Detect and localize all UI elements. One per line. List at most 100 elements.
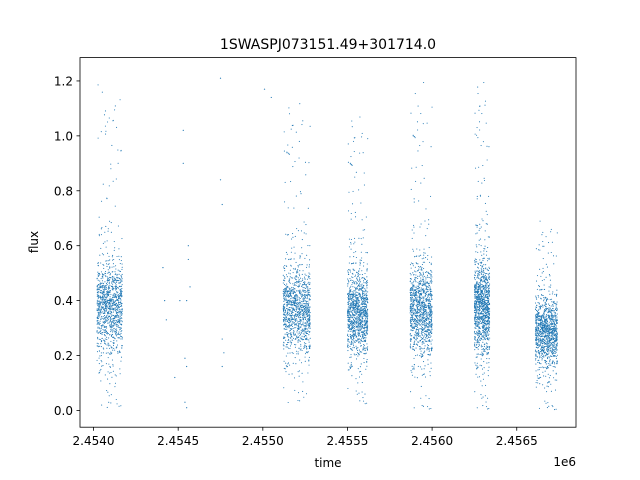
data-point [116,306,118,308]
data-point [410,391,412,393]
data-point [418,315,420,317]
data-point [347,308,349,310]
data-point [413,289,415,291]
data-point [481,365,483,367]
data-point [288,107,290,109]
data-point [486,287,488,289]
data-point [303,339,305,341]
data-point [291,351,293,354]
data-point [115,300,117,302]
data-point [96,303,98,305]
data-point [426,328,428,330]
data-point [430,343,432,345]
data-point [425,278,427,280]
data-point [299,335,301,337]
data-point [479,223,481,225]
data-point [353,330,355,332]
data-point [101,253,103,255]
data-point [475,323,477,325]
data-point [298,370,300,372]
data-point [105,263,108,265]
data-point [289,347,291,350]
data-point [425,292,427,294]
data-point [99,303,101,305]
data-point [101,311,103,313]
data-point [285,274,288,276]
data-point [299,332,301,334]
data-point [485,264,487,266]
data-point [480,310,483,313]
data-point [112,319,114,321]
data-point [414,279,416,281]
data-point [283,276,285,278]
data-point [308,314,310,316]
data-point [103,288,105,290]
data-point [302,280,304,282]
data-point [426,288,428,290]
data-point [113,277,115,279]
data-point [307,308,309,310]
data-point [307,245,309,247]
data-point [106,265,108,268]
data-point [118,351,120,353]
data-point [366,279,368,281]
data-point [289,276,291,278]
data-point [120,275,122,277]
data-point [302,286,304,289]
data-point [106,301,108,303]
data-point [362,340,364,342]
data-point [426,281,429,283]
data-point [301,337,303,339]
data-point [366,333,368,335]
data-point [354,311,356,314]
data-point [285,301,287,304]
data-point [350,341,352,343]
data-point [102,329,104,331]
data-point [350,218,352,220]
data-point [299,289,301,291]
data-point [106,240,108,242]
data-point [351,306,353,308]
data-point [294,294,297,296]
data-point [365,324,367,326]
data-point [348,324,350,326]
data-point [360,251,362,253]
data-point [106,299,108,301]
data-point [476,333,478,335]
data-point [301,308,303,311]
data-point [282,282,284,284]
data-point [361,274,363,276]
data-point [104,307,107,309]
data-point [360,363,362,365]
data-point [306,312,308,314]
data-point [111,329,113,332]
data-point [366,323,368,325]
data-point [102,277,104,279]
data-point [426,286,428,288]
data-point [308,359,310,361]
data-point [290,318,292,320]
data-point [359,310,361,312]
data-point [479,331,481,333]
data-point [309,306,311,308]
data-point [409,334,411,336]
data-point [360,328,362,330]
data-point [359,325,361,327]
data-point [292,283,294,285]
data-point [113,300,115,302]
data-point [481,254,483,256]
data-point [308,339,310,341]
data-point [482,330,485,332]
data-point [363,313,365,315]
data-point [348,273,350,275]
data-point [109,276,111,279]
data-point [301,372,303,374]
data-point [111,278,114,280]
data-point [305,322,307,325]
data-point [355,288,357,290]
data-point [347,310,349,312]
data-point [415,355,417,357]
data-point [307,307,309,309]
data-point [117,287,120,289]
data-point [425,208,427,210]
